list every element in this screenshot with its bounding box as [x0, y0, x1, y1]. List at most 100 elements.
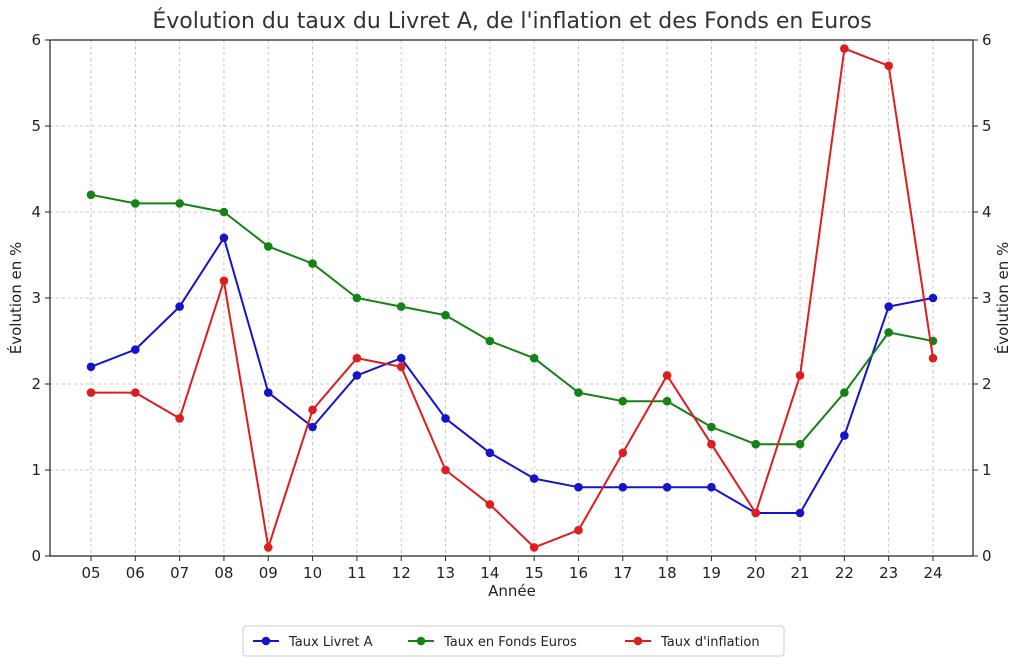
data-point: [131, 388, 140, 397]
data-point: [884, 61, 893, 71]
data-point: [485, 500, 495, 509]
data-point: [928, 293, 938, 303]
x-tick-label: 24: [923, 564, 942, 582]
data-point: [662, 396, 672, 406]
x-tick-label: 21: [791, 564, 810, 582]
x-tick-label: 16: [569, 564, 588, 582]
data-point: [662, 371, 672, 380]
legend-label: Taux en Fonds Euros: [443, 635, 577, 650]
data-point: [618, 448, 628, 458]
y-tick-label-left: 5: [31, 117, 41, 135]
data-point: [840, 44, 849, 53]
data-point: [574, 525, 583, 535]
data-point: [574, 482, 583, 492]
data-point: [352, 371, 362, 380]
data-point: [840, 388, 849, 397]
data-point: [396, 302, 406, 311]
data-point: [751, 508, 761, 518]
data-point: [485, 336, 495, 346]
data-point: [441, 414, 450, 423]
data-point: [529, 353, 539, 363]
data-point: [175, 302, 184, 311]
data-point: [219, 233, 229, 243]
data-point: [263, 388, 273, 397]
data-point: [884, 302, 893, 311]
data-point: [618, 482, 628, 492]
x-tick-label: 18: [658, 564, 677, 582]
y-tick-label-right: 2: [982, 375, 992, 393]
data-point: [396, 353, 406, 363]
legend-swatch-marker: [633, 636, 643, 646]
x-tick-label: 06: [126, 564, 145, 582]
data-point: [884, 328, 893, 337]
data-point: [928, 353, 938, 363]
data-point: [308, 259, 317, 268]
data-point: [441, 465, 450, 475]
x-tick-label: 17: [613, 564, 632, 582]
series-group: [86, 44, 938, 552]
x-tick-label: 22: [835, 564, 854, 582]
legend: Taux Livret A Taux en Fonds Euros Taux d'i…: [242, 625, 785, 657]
data-point: [308, 422, 317, 432]
y-tick-label-right: 5: [982, 117, 992, 135]
data-point: [751, 439, 761, 449]
y-axis-label-right: Évolution en %: [993, 242, 1012, 354]
data-point: [618, 396, 628, 406]
data-point: [662, 482, 672, 492]
data-point: [131, 345, 140, 354]
tick-labels: 0 01 12 23 34 45 56 605 06 07 08 09 10 11 12 13 14 15 16 17…: [31, 31, 991, 582]
data-point: [795, 439, 805, 449]
x-tick-label: 23: [879, 564, 898, 582]
data-point: [175, 414, 184, 423]
series-group: [86, 190, 938, 449]
series-line: [90, 236, 934, 514]
data-point: [707, 439, 716, 449]
data-point: [175, 199, 184, 208]
data-point: [795, 508, 805, 518]
data-point: [396, 362, 406, 372]
data-point: [707, 482, 716, 492]
data-point: [529, 543, 539, 552]
data-point: [352, 353, 362, 363]
data-point: [86, 362, 96, 372]
y-tick-label-right: 1: [982, 461, 992, 479]
x-tick-label: 19: [702, 564, 721, 582]
legend-label: Taux Livret A: [288, 635, 373, 650]
y-tick-label-left: 4: [31, 203, 41, 221]
y-tick-label-right: 4: [982, 203, 992, 221]
x-tick-label: 07: [170, 564, 189, 582]
data-point: [485, 448, 495, 458]
data-point: [441, 310, 450, 320]
x-tick-label: 12: [392, 564, 411, 582]
x-tick-label: 13: [436, 564, 455, 582]
series-group: [86, 233, 938, 518]
y-tick-label-left: 2: [31, 375, 41, 393]
data-point: [86, 190, 96, 200]
data-point: [308, 405, 317, 415]
data-point: [352, 293, 362, 303]
y-tick-label-left: 6: [31, 31, 41, 49]
x-tick-label: 11: [347, 564, 366, 582]
data-point: [840, 431, 849, 440]
data-point: [219, 207, 229, 217]
data-point: [574, 388, 583, 397]
data-point: [219, 276, 229, 286]
x-tick-label: 05: [81, 564, 100, 582]
series: [86, 44, 938, 552]
data-point: [263, 242, 273, 251]
x-tick-label: 08: [214, 564, 233, 582]
y-tick-label-right: 0: [982, 547, 992, 565]
y-tick-label-right: 6: [982, 31, 992, 49]
data-point: [707, 422, 716, 432]
x-tick-label: 15: [525, 564, 544, 582]
x-tick-label: 20: [746, 564, 765, 582]
series-line: [91, 47, 934, 549]
legend-swatch-marker: [416, 636, 426, 646]
x-tick-label: 14: [480, 564, 499, 582]
x-tick-label: 10: [303, 564, 322, 582]
x-axis-label: Année: [488, 582, 536, 600]
data-point: [529, 474, 539, 483]
legend-swatch-marker: [261, 636, 271, 646]
data-point: [795, 371, 805, 380]
